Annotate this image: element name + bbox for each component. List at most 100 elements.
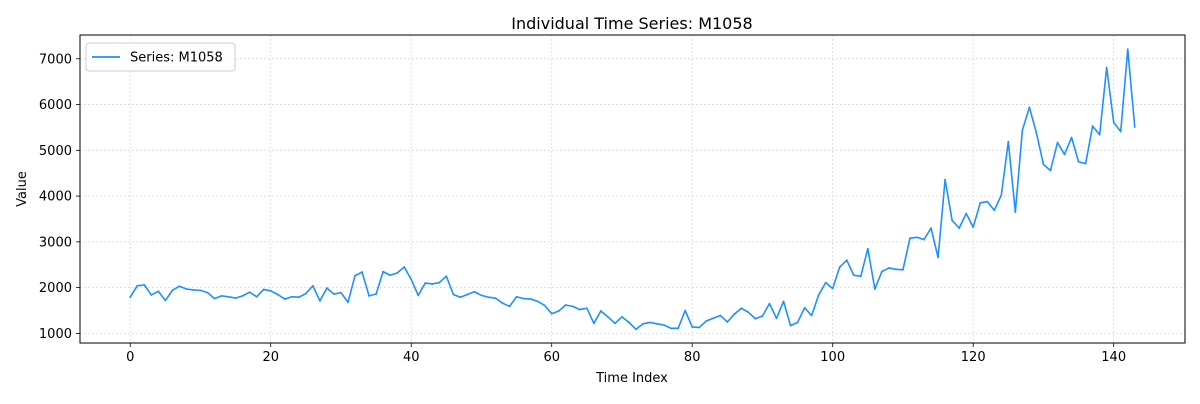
y-tick-label: 3000 [39, 235, 72, 250]
data-point [445, 275, 448, 278]
data-point [501, 302, 504, 305]
data-point [895, 268, 897, 271]
data-point [1063, 153, 1066, 156]
data-point [361, 271, 363, 273]
data-point [290, 295, 293, 298]
data-point [712, 317, 715, 320]
data-point [859, 275, 862, 278]
data-point [691, 326, 694, 328]
y-tick-label: 2000 [39, 281, 72, 296]
data-point [1070, 136, 1073, 139]
x-tick-label: 120 [961, 350, 986, 365]
y-tick-label: 7000 [39, 52, 72, 67]
data-point [515, 295, 518, 298]
data-point [733, 313, 736, 316]
data-point [1133, 126, 1136, 128]
data-point [410, 278, 413, 281]
data-point [670, 327, 673, 330]
data-point [986, 200, 989, 203]
data-point [578, 308, 581, 311]
data-point [227, 295, 230, 298]
data-point [276, 293, 279, 296]
chart-title: Individual Time Series: M1058 [511, 14, 752, 33]
data-point [220, 294, 223, 297]
data-point [1035, 132, 1038, 134]
data-point [740, 307, 743, 310]
data-point [768, 302, 771, 305]
data-point [656, 322, 658, 325]
data-point [333, 293, 335, 295]
data-point [403, 266, 406, 268]
data-point [340, 291, 342, 294]
data-point [782, 300, 785, 303]
data-point [845, 259, 848, 262]
legend-label: Series: M1058 [130, 51, 223, 66]
data-point [431, 283, 434, 285]
data-point [1091, 125, 1094, 127]
data-point [1014, 211, 1017, 214]
data-point [719, 314, 722, 317]
data-point [599, 310, 602, 312]
data-point [1042, 163, 1045, 166]
data-point [283, 298, 286, 300]
data-point [368, 294, 370, 297]
data-point [810, 314, 813, 317]
x-tick-label: 60 [543, 350, 560, 365]
data-point [873, 288, 876, 290]
series-layer [129, 48, 1136, 331]
x-axis-label: Time Index [595, 371, 668, 386]
plot-frame [79, 34, 1186, 344]
data-point [311, 284, 314, 287]
data-point [817, 294, 820, 296]
data-point [319, 300, 321, 302]
y-tick-label: 6000 [39, 98, 72, 113]
data-point [248, 291, 251, 294]
data-point [866, 247, 869, 250]
data-point [698, 326, 701, 329]
data-point [326, 287, 328, 289]
data-point [354, 274, 356, 277]
data-point [1056, 141, 1059, 144]
data-point [614, 322, 616, 325]
data-point [171, 289, 174, 292]
data-point [592, 322, 595, 325]
data-point [262, 288, 265, 291]
data-point [621, 316, 623, 318]
data-point [375, 293, 377, 295]
grid [80, 35, 1185, 343]
data-point [796, 321, 799, 324]
data-point [389, 274, 392, 277]
data-point [382, 270, 385, 273]
data-point [607, 316, 609, 318]
data-point [143, 283, 146, 286]
axes: 0 20 40 60 80 100 120 140 1000 2000 3000 4000 5000 60… [39, 52, 1126, 365]
data-point [965, 212, 968, 215]
data-point [543, 304, 546, 307]
data-point [1098, 133, 1101, 136]
data-point [916, 236, 918, 239]
data-point [642, 322, 644, 325]
legend-box [85, 42, 236, 72]
data-point [185, 288, 188, 290]
data-point [438, 281, 441, 284]
data-point [761, 315, 764, 317]
data-point [677, 327, 680, 330]
series-line [129, 48, 1136, 331]
data-point [993, 209, 996, 212]
data-point [571, 305, 574, 308]
data-point [1126, 48, 1129, 51]
data-point [234, 297, 237, 300]
data-point [178, 285, 181, 288]
data-point [522, 297, 525, 300]
data-point [726, 321, 729, 323]
data-point [297, 296, 300, 299]
data-point [473, 290, 476, 293]
data-point [536, 300, 539, 303]
x-tick-label: 100 [820, 350, 845, 365]
data-point [1119, 130, 1122, 133]
data-point [396, 272, 399, 274]
data-point [550, 312, 553, 315]
data-point [628, 321, 630, 324]
data-point [129, 296, 132, 299]
